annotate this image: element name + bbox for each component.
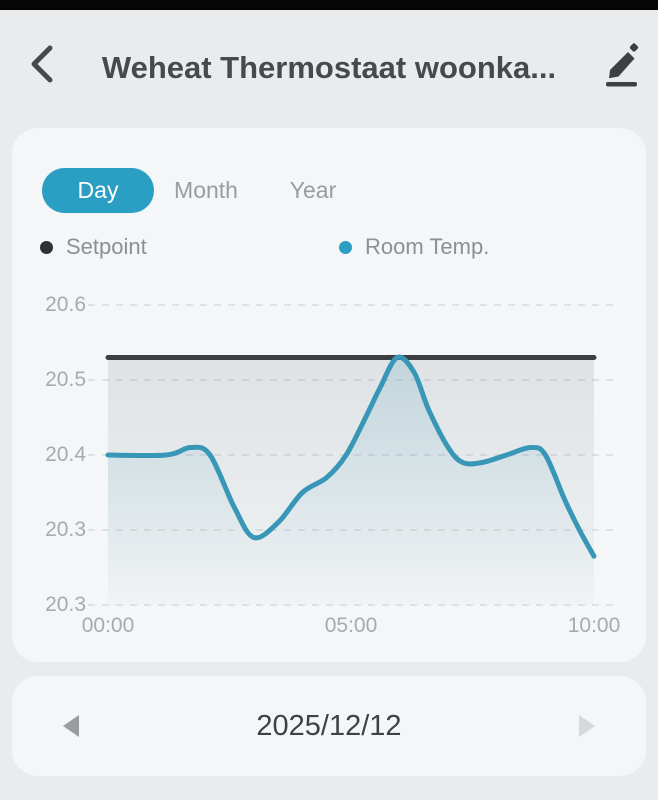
chevron-left-icon (31, 45, 53, 83)
current-date: 2025/12/12 (256, 709, 402, 742)
arrow-left-icon (63, 715, 79, 737)
legend-label: Setpoint (66, 234, 147, 259)
setpoint-dot-icon (40, 240, 53, 254)
previous-day-button[interactable] (26, 676, 116, 776)
room-temp-dot-icon (339, 240, 352, 254)
arrow-right-icon (579, 715, 595, 737)
status-bar (0, 0, 658, 10)
y-tick: 20.3 (45, 593, 86, 616)
chart-svg (88, 304, 618, 606)
back-button[interactable] (22, 40, 62, 88)
tab-year[interactable]: Year (289, 177, 337, 203)
next-day-button[interactable] (542, 676, 632, 776)
legend-item-setpoint: Setpoint (40, 232, 147, 262)
legend-label: Room Temp. (365, 234, 490, 259)
y-tick: 20.4 (45, 443, 86, 466)
edit-button[interactable] (596, 38, 644, 90)
period-tabs: Day Month Year (12, 168, 646, 214)
date-navigation: 2025/12/12 (12, 676, 646, 776)
y-tick: 20.3 (45, 518, 86, 541)
chart-legend: Setpoint Room Temp. (12, 232, 646, 262)
page-title: Weheat Thermostaat woonka... (101, 50, 557, 85)
legend-item-room-temp: Room Temp. (339, 232, 489, 262)
tab-month[interactable]: Month (174, 177, 238, 203)
header: Weheat Thermostaat woonka... (0, 10, 658, 106)
pencil-icon (606, 43, 639, 87)
y-tick: 20.5 (45, 368, 86, 391)
chart-series (105, 354, 597, 605)
x-tick: 10:00 (567, 614, 621, 637)
x-tick: 00:00 (81, 614, 135, 637)
tab-day[interactable]: Day (42, 168, 154, 213)
y-tick: 20.6 (45, 293, 86, 316)
chart-card: Day Month Year Setpoint Room Temp. (12, 128, 646, 662)
x-tick: 05:00 (324, 614, 378, 637)
